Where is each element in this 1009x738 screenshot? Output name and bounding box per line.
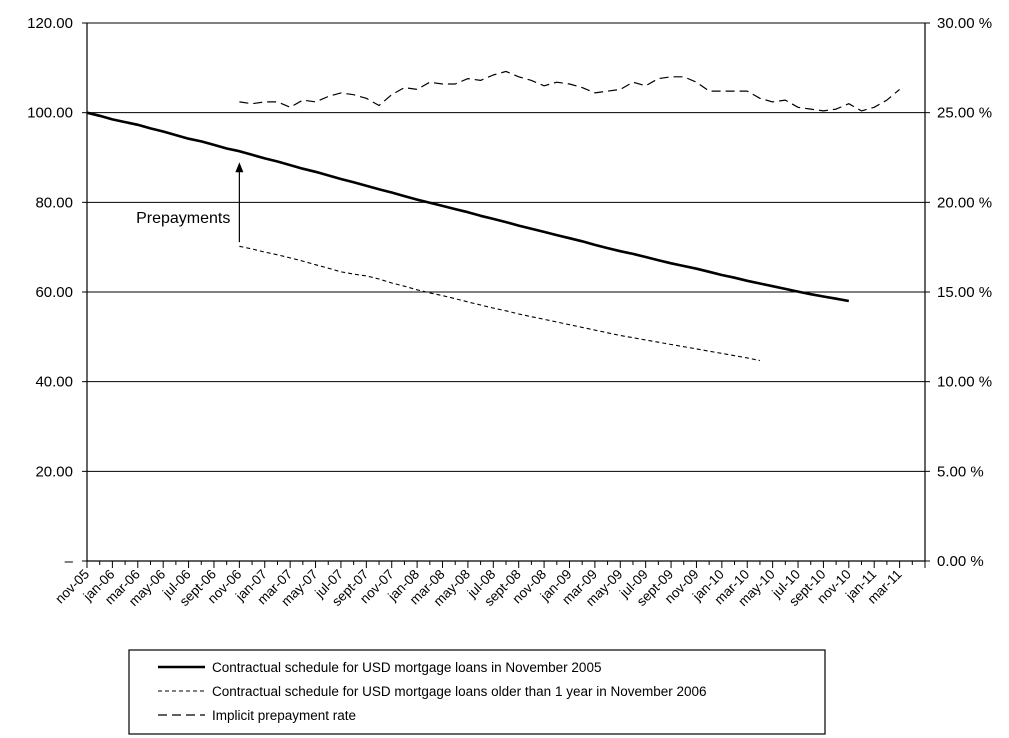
y-left-tick-label: 60.00 <box>35 284 73 301</box>
y-left-tick-label: 80.00 <box>35 194 73 211</box>
annotation-label: Prepayments <box>136 210 230 227</box>
legend-label: Implicit prepayment rate <box>212 708 356 723</box>
series-line-1 <box>86 111 850 303</box>
y-right-tick-label: 25.00 % <box>937 105 992 122</box>
y-right-tick-label: 20.00 % <box>937 194 992 211</box>
series-line-3 <box>239 70 900 112</box>
legend-label: Contractual schedule for USD mortgage lo… <box>212 684 707 699</box>
y-left-tick-label: 120.00 <box>27 15 73 32</box>
y-right-tick-label: 10.00 % <box>937 374 992 391</box>
y-right-tick-label: 30.00 % <box>937 15 992 32</box>
y-right-tick-label: 5.00 % <box>937 463 984 480</box>
legend-label: Contractual schedule for USD mortgage lo… <box>212 660 601 675</box>
y-left-tick-label: 40.00 <box>35 374 73 391</box>
annotation-arrow-head <box>235 162 244 173</box>
y-left-tick-label: 20.00 <box>35 463 73 480</box>
legend-box <box>128 649 826 735</box>
annotations: Prepayments <box>136 162 244 243</box>
legend: Contractual schedule for USD mortgage lo… <box>128 649 826 735</box>
y-right-tick-label: 0.00 % <box>937 553 984 570</box>
series-line-2 <box>239 245 761 362</box>
series-lines <box>86 70 900 362</box>
gridlines <box>87 22 925 472</box>
y-right-tick-label: 15.00 % <box>937 284 992 301</box>
y-left-tick-label: – <box>65 553 74 570</box>
y-left-tick-label: 100.00 <box>27 105 73 122</box>
